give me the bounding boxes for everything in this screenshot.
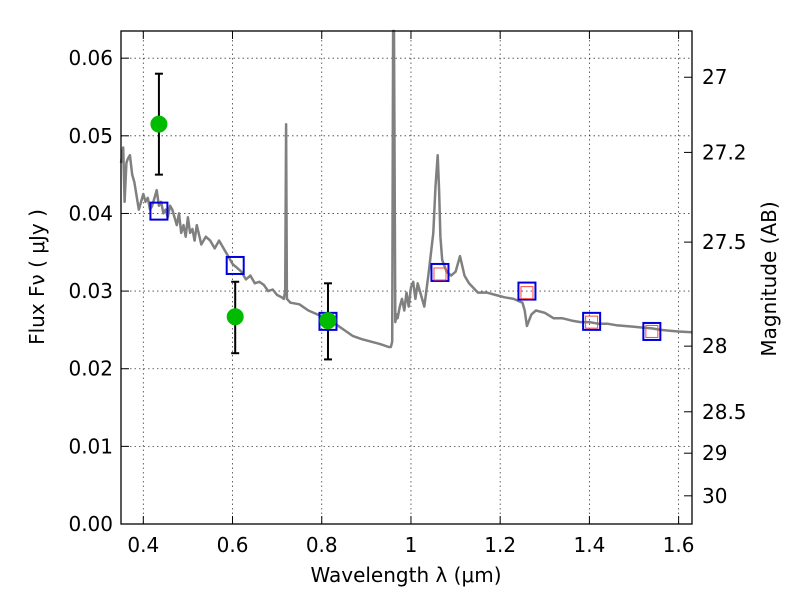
y-axis-label: Flux Fν ( μJy ) xyxy=(25,209,49,345)
grid-lines xyxy=(121,31,692,525)
x-tick-label: 0.6 xyxy=(217,533,249,557)
y-tick-label: 0.04 xyxy=(68,201,113,225)
y2-tick-label: 27.2 xyxy=(702,140,747,164)
y-tick-label: 0.00 xyxy=(68,512,113,536)
y2-tick-label: 29 xyxy=(702,441,727,465)
y-tick-label: 0.02 xyxy=(68,357,113,381)
spectrum-line xyxy=(119,29,693,349)
y2-tick-label: 28.5 xyxy=(702,400,747,424)
observed-point xyxy=(226,308,244,326)
y2-tick-label: 27.5 xyxy=(702,230,747,254)
x-axis-label: Wavelength λ (μm) xyxy=(310,563,501,587)
template-square-marker xyxy=(645,324,659,338)
x-tick-label: 1.4 xyxy=(573,533,605,557)
y-tick-label: 0.05 xyxy=(68,124,113,148)
y2-axis-label: Magnitude (AB) xyxy=(757,201,781,356)
observed-point xyxy=(150,115,168,133)
model-square-marker xyxy=(517,281,537,301)
x-tick-label: 0.8 xyxy=(306,533,338,557)
x-tick-label: 0.4 xyxy=(127,533,159,557)
model-square-marker xyxy=(430,262,450,282)
model-square-marker xyxy=(149,201,169,221)
series-layer xyxy=(119,29,693,361)
model-square-marker xyxy=(642,321,662,341)
model-square-marker xyxy=(582,311,602,331)
y-tick-label: 0.06 xyxy=(68,46,113,70)
x-tick-label: 1.6 xyxy=(663,533,695,557)
y2-tick-label: 27 xyxy=(702,65,727,89)
template-square-marker xyxy=(585,315,599,329)
y-tick-label: 0.03 xyxy=(68,279,113,303)
model-square-marker xyxy=(225,255,245,275)
template-square-marker xyxy=(520,286,534,300)
y-tick-label: 0.01 xyxy=(68,434,113,458)
observed-point xyxy=(319,312,337,330)
template-square-marker xyxy=(433,267,447,281)
axes-layer: 0.4 0.6 0.8 1 1.2 1.4 1.6 0.00 0.01 0.02 0.03 0.04 0… xyxy=(68,30,747,557)
y2-tick-label: 28 xyxy=(702,334,727,358)
y2-tick-label: 30 xyxy=(702,484,727,508)
x-tick-label: 1 xyxy=(405,533,418,557)
plot-frame xyxy=(120,30,693,525)
x-tick-label: 1.2 xyxy=(484,533,516,557)
